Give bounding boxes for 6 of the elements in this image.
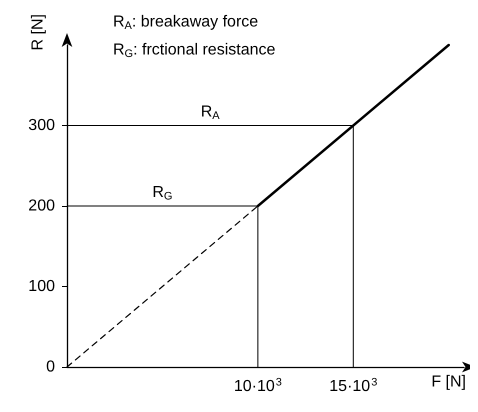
y-tick-label: 200 — [28, 198, 56, 214]
x-axis-title: F [N] — [431, 374, 466, 390]
y-tick-label: 0 — [46, 358, 56, 376]
y-axis-title: R [N] — [30, 14, 46, 50]
y-tick-label: 100 — [28, 278, 56, 295]
y-tick-label: 300 — [28, 117, 56, 134]
